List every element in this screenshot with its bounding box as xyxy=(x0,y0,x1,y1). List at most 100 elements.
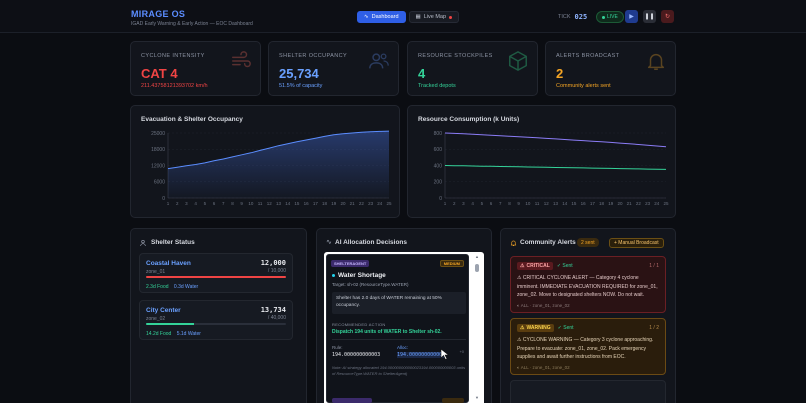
stat-value: 4 xyxy=(418,66,426,81)
reset-button[interactable]: ↻ xyxy=(661,10,674,23)
chart-title: Resource Consumption (k Units) xyxy=(418,116,520,123)
tick-counter: TICK 025 xyxy=(558,13,587,21)
speaker-icon: 🔈︎ xyxy=(517,365,520,370)
stat-sub: Tracked depots xyxy=(418,83,456,89)
rule-label: Rule: xyxy=(332,345,343,350)
x-tick-label: 25 xyxy=(386,201,392,206)
stat-sub: Community alerts sent xyxy=(556,83,611,89)
scroll-up-icon[interactable]: ▲ xyxy=(475,254,479,259)
x-tick-label: 7 xyxy=(222,201,225,206)
alert-zones-text: ALL · zone_01, zone_02 xyxy=(520,365,570,370)
stat-label: ALERTS BROADCAST xyxy=(556,53,620,59)
x-tick-label: 15 xyxy=(294,201,300,206)
x-tick-label: 23 xyxy=(645,201,651,206)
alloc-delta: +0 xyxy=(459,349,464,354)
box-icon xyxy=(509,51,527,71)
x-tick-label: 22 xyxy=(636,201,642,206)
top-header: MIRAGE OS IGAD Early Warning & Early Act… xyxy=(0,0,806,33)
shelter-name: Coastal Haven xyxy=(146,260,191,267)
x-tick-label: 24 xyxy=(654,201,660,206)
series-line-0 xyxy=(167,130,390,170)
alert-warning[interactable]: ⚠ WARNING ✓ Sent 1 / 2 ⚠ CYCLONE WARNING… xyxy=(510,318,666,375)
warning-icon: ⚠ xyxy=(520,263,525,269)
alert-next[interactable] xyxy=(510,380,666,403)
x-tick-label: 15 xyxy=(571,201,577,206)
x-tick-label: 11 xyxy=(258,201,263,206)
shelter-item-coastal-haven[interactable]: Coastal Haven zone_01 12,000 / 10,000 2.… xyxy=(139,253,293,293)
x-tick-label: 6 xyxy=(213,201,216,206)
alloc-value: 194.000000000003 xyxy=(397,352,446,358)
food-days: 2.3d Food xyxy=(146,284,169,290)
x-tick-label: 7 xyxy=(499,201,502,206)
y-tick-label: 18000 xyxy=(151,147,165,153)
stat-card-resources: RESOURCE STOCKPILES 4 Tracked depots xyxy=(407,41,538,96)
live-dot-icon xyxy=(602,15,605,19)
x-tick-label: 9 xyxy=(517,201,520,206)
x-tick-label: 19 xyxy=(608,201,614,206)
x-tick-label: 24 xyxy=(377,201,383,206)
warning-icon: ⚠ xyxy=(520,325,525,331)
chart-title: Evacuation & Shelter Occupancy xyxy=(141,116,243,123)
shelter-resources: 2.3d Food 0.3d Water xyxy=(146,284,198,290)
tab-live-map[interactable]: ▦ Live Map xyxy=(408,11,460,23)
shelter-status-panel: Shelter Status Coastal Haven zone_01 12,… xyxy=(130,228,307,403)
x-tick-label: 20 xyxy=(617,201,623,206)
alert-message: ⚠ CRITICAL CYCLONE ALERT — Category 4 cy… xyxy=(517,275,658,298)
wind-icon xyxy=(232,51,251,68)
pulse-icon: ∿ xyxy=(364,14,369,20)
x-tick-label: 21 xyxy=(350,201,356,206)
scrollbar-thumb[interactable] xyxy=(475,264,479,272)
x-tick-label: 17 xyxy=(313,201,319,206)
decision-reason: Shelter has 2.0 days of WATER remaining … xyxy=(332,292,466,314)
x-tick-label: 5 xyxy=(481,201,484,206)
recommended-label: RECOMMENDED ACTION xyxy=(332,322,386,327)
x-tick-label: 17 xyxy=(590,201,596,206)
tick-label: TICK xyxy=(558,14,571,20)
decision-note: Note: AI strategy allocated 194.00000000… xyxy=(332,365,466,376)
x-tick-label: 25 xyxy=(663,201,669,206)
alert-count: 1 / 1 xyxy=(649,263,659,269)
stat-value: CAT 4 xyxy=(141,66,178,81)
stat-value: 2 xyxy=(556,66,564,81)
x-tick-label: 16 xyxy=(304,201,310,206)
x-tick-label: 8 xyxy=(231,201,234,206)
alert-critical[interactable]: ⚠ CRITICAL ✓ Sent 1 / 1 ⚠ CRITICAL CYCLO… xyxy=(510,256,666,313)
stat-label: SHELTER OCCUPANCY xyxy=(279,53,348,59)
alert-count: 1 / 2 xyxy=(649,325,659,331)
severity-badge: ⚠ CRITICAL xyxy=(517,262,553,270)
scroll-down-icon[interactable]: ▼ xyxy=(475,395,479,400)
decision-heading: Water Shortage xyxy=(332,272,386,279)
x-tick-label: 1 xyxy=(167,201,170,206)
tab-dashboard[interactable]: ∿ Dashboard xyxy=(357,11,406,23)
shelter-zone: zone_02 xyxy=(146,316,166,322)
y-tick-label: 400 xyxy=(434,163,443,169)
pause-button[interactable]: ❚❚ xyxy=(643,10,656,23)
x-tick-label: 10 xyxy=(248,201,254,206)
x-tick-label: 12 xyxy=(267,201,273,206)
x-tick-label: 14 xyxy=(285,201,291,206)
agent-badge: SHELTERAGENT xyxy=(331,260,370,267)
manual-broadcast-button[interactable]: + Manual Broadcast xyxy=(609,238,664,248)
play-button[interactable]: ▶ xyxy=(625,10,638,23)
next-priority-badge xyxy=(442,398,464,403)
x-tick-label: 18 xyxy=(322,201,328,206)
stat-card-cyclone: CYCLONE INTENSITY CAT 4 211.437581213937… xyxy=(130,41,261,96)
x-tick-label: 12 xyxy=(544,201,550,206)
shelter-count: 12,000 xyxy=(260,259,286,267)
play-icon: ▶ xyxy=(629,14,634,20)
x-tick-label: 16 xyxy=(581,201,587,206)
severity-badge: ⚠ WARNING xyxy=(517,324,554,332)
shelter-item-city-center[interactable]: City Center zone_02 13,734 / 40,000 14.2… xyxy=(139,300,293,340)
stat-sub: 211.43758121393702 km/h xyxy=(141,83,208,89)
alert-header: ⚠ WARNING ✓ Sent xyxy=(517,324,574,332)
x-tick-label: 21 xyxy=(627,201,633,206)
x-tick-label: 9 xyxy=(240,201,243,206)
bell-icon xyxy=(510,240,517,246)
x-tick-label: 5 xyxy=(204,201,207,206)
decision-heading-text: Water Shortage xyxy=(338,272,386,279)
x-tick-label: 11 xyxy=(535,201,540,206)
bullet-icon xyxy=(332,274,335,277)
